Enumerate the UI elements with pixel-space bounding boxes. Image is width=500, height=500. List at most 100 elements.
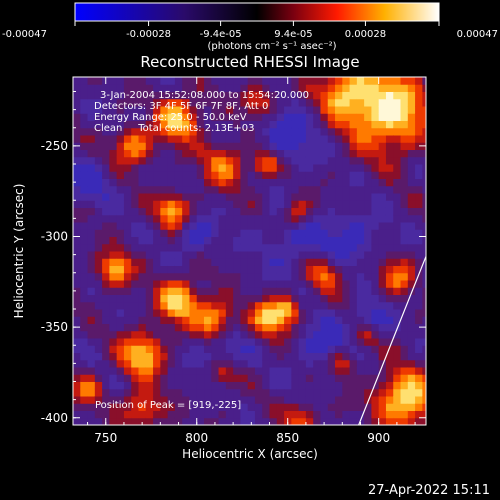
heatmap-cell [320,222,329,230]
heatmap-cell [320,229,329,237]
heatmap-cell [160,396,169,404]
heatmap-cell [167,98,176,107]
heatmap-cell [102,142,110,150]
heatmap-cell [407,410,416,419]
heatmap-cell [233,338,241,346]
heatmap-cell [262,171,271,179]
heatmap-cell [211,280,220,288]
heatmap-cell [247,106,256,114]
heatmap-cell [116,229,125,237]
heatmap-cell [94,142,103,150]
heatmap-cell [240,352,249,361]
heatmap-cell [291,265,300,274]
heatmap-cell [385,417,394,425]
heatmap-cell [204,388,212,397]
heatmap-cell [400,77,409,85]
heatmap-cell [269,77,278,85]
heatmap-cell [109,149,118,158]
heatmap-cell [415,98,423,107]
heatmap-cell [73,338,81,346]
heatmap-cell [305,301,314,310]
heatmap-cell [167,330,176,339]
heatmap-cell [102,265,110,274]
heatmap-cell [211,178,220,187]
heatmap-cell [240,214,249,223]
heatmap-cell [291,352,300,361]
heatmap-cell [182,149,190,158]
heatmap-cell [153,149,161,158]
heatmap-cell [109,98,118,107]
heatmap-cell [109,84,118,92]
heatmap-cell [247,222,256,230]
heatmap-cell [102,388,110,397]
heatmap-cell [385,265,394,274]
heatmap-cell [204,323,212,332]
heatmap-cell [400,185,409,194]
heatmap-cell [102,98,110,107]
heatmap-cell [102,127,110,136]
heatmap-cell [123,243,132,252]
heatmap-cell [225,164,234,172]
heatmap-cell [211,98,220,107]
heatmap-cell [400,272,409,281]
heatmap-cell [102,309,110,317]
heatmap-cell [327,171,336,179]
heatmap-cell [342,207,351,216]
heatmap-cell [196,309,205,317]
y-tick-label: -350 [41,320,68,334]
heatmap-cell [327,287,336,295]
heatmap-cell [313,243,321,252]
heatmap-cell [73,388,81,397]
heatmap-cell [291,185,300,194]
heatmap-cell [400,164,409,172]
heatmap-cell [131,120,140,129]
heatmap-cell [131,388,140,397]
heatmap-cell [262,135,271,143]
heatmap-cell [313,113,321,121]
heatmap-cell [211,403,220,411]
heatmap-cell [233,135,241,143]
heatmap-cell [298,127,307,136]
heatmap-cell [196,178,205,187]
heatmap-cell [240,91,249,100]
heatmap-cell [131,309,140,317]
heatmap-cell [240,403,249,411]
heatmap-cell [225,127,234,136]
heatmap-cell [196,287,205,295]
heatmap-cell [138,207,147,216]
heatmap-cell [385,222,394,230]
heatmap-cell [327,193,336,201]
heatmap-cell [109,222,118,230]
heatmap-cell [211,120,220,129]
heatmap-cell [407,98,416,107]
heatmap-cell [240,309,249,317]
heatmap-cell [364,323,372,332]
heatmap-cell [276,294,285,303]
heatmap-cell [378,294,387,303]
heatmap-cell [254,127,263,136]
x-tick-label: 850 [276,431,299,445]
heatmap-cell [393,200,402,208]
heatmap-cell [247,287,256,295]
heatmap-cell [109,272,118,281]
heatmap-cell [138,120,147,129]
heatmap-cell [342,272,351,281]
heatmap-cell [167,367,176,375]
heatmap-cell [305,338,314,346]
heatmap-cell [182,294,190,303]
heatmap-cell [145,156,154,165]
heatmap-cell [116,98,125,107]
heatmap-cell [153,272,161,281]
heatmap-cell [73,280,81,288]
heatmap-cell [276,338,285,346]
heatmap-cells [73,77,426,425]
heatmap-cell [94,330,103,339]
heatmap-cell [123,323,132,332]
heatmap-cell [335,359,343,368]
heatmap-cell [116,258,125,266]
heatmap-cell [116,359,125,368]
heatmap-cell [87,200,96,208]
heatmap-cell [131,345,140,353]
heatmap-cell [298,229,307,237]
heatmap-cell [407,200,416,208]
